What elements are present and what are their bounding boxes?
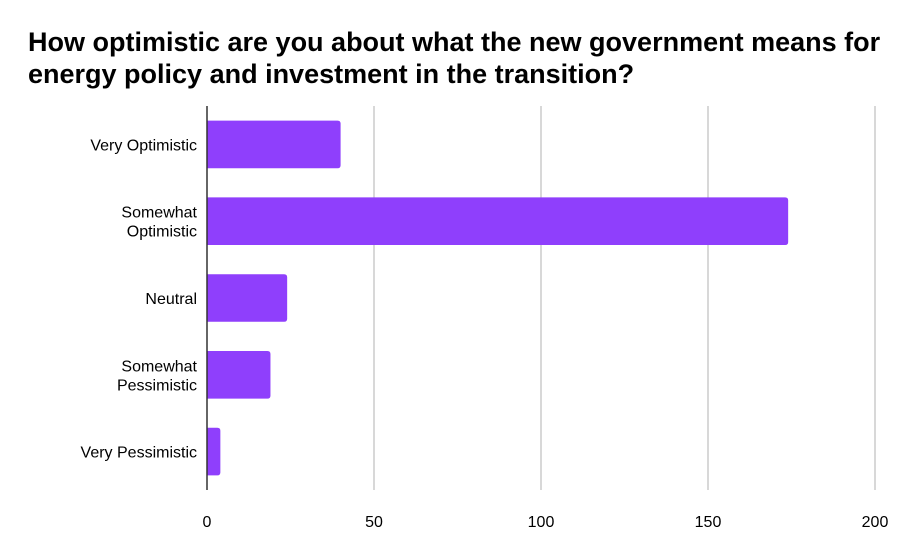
- category-label: Very Optimistic: [90, 137, 197, 154]
- bars: [207, 120, 789, 476]
- bar: [207, 120, 341, 169]
- x-tick-label: 100: [528, 514, 555, 531]
- bar: [207, 350, 271, 399]
- category-label: Somewhat Optimistic: [121, 205, 197, 241]
- bar: [207, 274, 288, 322]
- category-label: Neutral: [145, 291, 197, 308]
- x-tick-label: 50: [365, 514, 383, 531]
- x-tick-label: 0: [203, 514, 212, 531]
- category-label: Somewhat Pessimistic: [117, 358, 198, 394]
- x-tick-label: 150: [695, 514, 722, 531]
- gridlines: [373, 106, 876, 490]
- category-label: Very Pessimistic: [81, 445, 197, 462]
- chart-title: How optimistic are you about what the ne…: [28, 27, 881, 89]
- x-tick-labels: 0 50 100 150 200: [203, 514, 889, 531]
- bar: [207, 427, 221, 476]
- category-labels: Very Optimistic Somewhat Optimistic Neutral…: [81, 137, 198, 461]
- x-tick-label: 200: [862, 514, 889, 531]
- bar: [207, 197, 789, 246]
